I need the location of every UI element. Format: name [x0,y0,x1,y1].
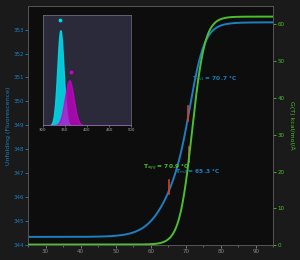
Text: T$_{m1}$ = 70.7 °C: T$_{m1}$ = 70.7 °C [193,74,238,83]
Y-axis label: G(T) kcal/mol/Å: G(T) kcal/mol/Å [289,101,294,150]
Text: T$_{m2}$ = 65.3 °C: T$_{m2}$ = 65.3 °C [175,167,220,176]
Text: T$_{agg}$ = 70.9 °C: T$_{agg}$ = 70.9 °C [143,163,190,173]
Y-axis label: Unfolding (Fluorescence): Unfolding (Fluorescence) [6,86,10,165]
